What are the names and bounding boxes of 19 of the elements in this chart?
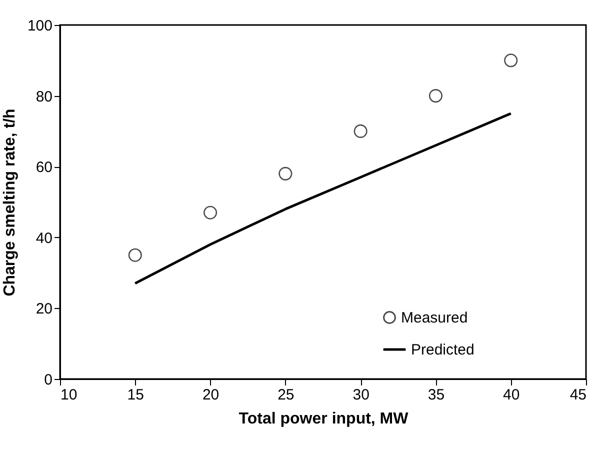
y-tick-label: 0	[44, 372, 52, 388]
legend-label: Predicted	[411, 342, 474, 358]
y-tick-label: 60	[36, 159, 52, 176]
line-series	[134, 112, 512, 285]
x-tick-label: 25	[278, 386, 294, 404]
y-tick-label: 40	[36, 230, 52, 247]
y-axis-title: Charge smelting rate, t/h	[1, 108, 18, 296]
x-axis-title: Total power input, MW	[238, 410, 410, 428]
x-tick-label: 35	[428, 386, 445, 404]
x-tick-label: 40	[503, 386, 520, 404]
x-tick-label: 20	[202, 386, 220, 404]
legend-label: Measured	[401, 310, 468, 326]
x-tick-label: 10	[60, 386, 78, 404]
y-tick-label: 80	[36, 88, 52, 106]
y-tick-label: 20	[36, 300, 52, 318]
y-tick-label: 100	[27, 18, 52, 34]
x-tick-label: 15	[127, 386, 144, 404]
x-tick-label: 45	[570, 386, 586, 404]
x-tick-label: 30	[352, 386, 370, 404]
